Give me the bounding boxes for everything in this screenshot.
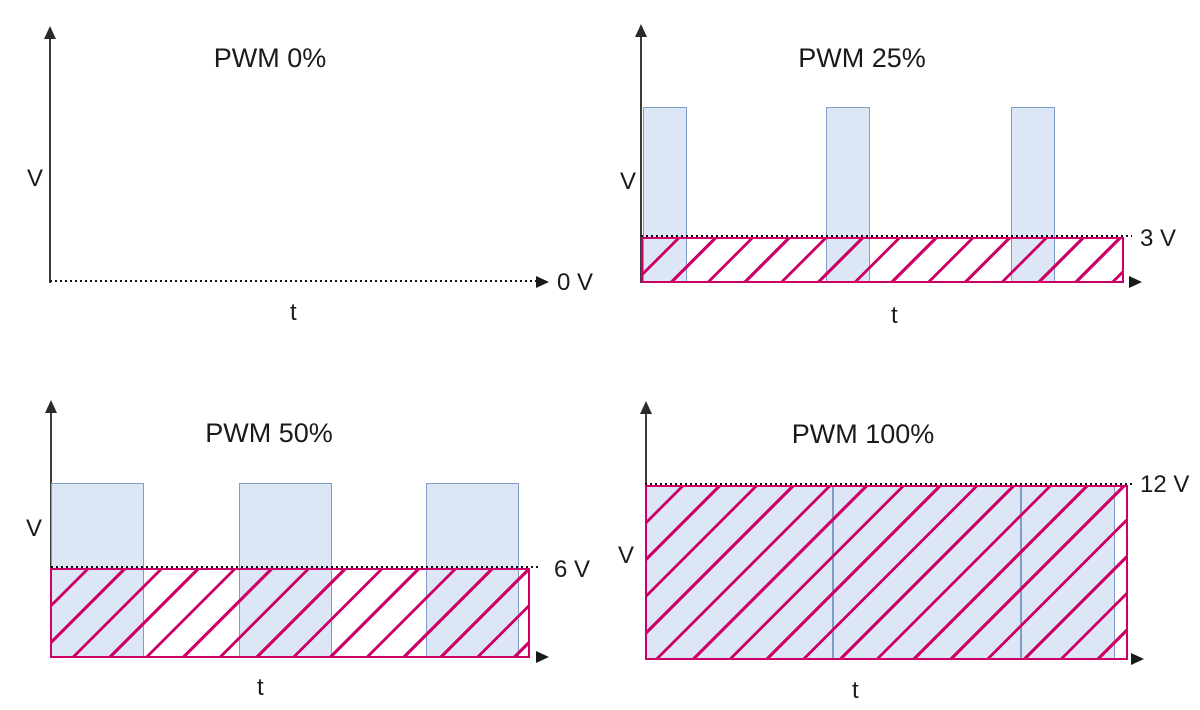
y-axis-label: V bbox=[618, 542, 635, 569]
y-axis-label: V bbox=[620, 168, 637, 195]
avg-voltage-dotted-line bbox=[641, 235, 1132, 237]
y-axis-line bbox=[640, 36, 642, 283]
y-axis-arrow-icon bbox=[640, 401, 652, 414]
zero-volt-dotted-line bbox=[50, 280, 537, 282]
y-axis-line bbox=[49, 38, 51, 283]
panel-title: PWM 0% bbox=[213, 43, 327, 73]
panel-pwm-25: PWM 25% V 3 V t bbox=[620, 24, 1177, 329]
x-axis-label: t bbox=[891, 302, 898, 329]
panel-pwm-50: PWM 50% V 6 V t bbox=[0, 355, 600, 710]
y-axis-arrow-icon bbox=[635, 24, 647, 37]
panel-title: PWM 25% bbox=[798, 43, 926, 73]
panel-pwm-100: PWM 100% V 12 V t bbox=[0, 355, 1200, 710]
avg-voltage-label: 3 V bbox=[1140, 225, 1177, 252]
x-axis-label: t bbox=[257, 674, 264, 701]
average-voltage-hatched-band bbox=[645, 485, 1128, 660]
panel-title: PWM 100% bbox=[791, 419, 935, 449]
x-axis-arrow-icon bbox=[536, 651, 549, 663]
panel-title: PWM 50% bbox=[205, 418, 333, 448]
y-axis-label: V bbox=[26, 515, 43, 542]
avg-voltage-label: 0 V bbox=[557, 269, 594, 296]
avg-voltage-dotted-line bbox=[645, 483, 1132, 485]
x-axis-arrow-icon bbox=[1129, 276, 1142, 288]
y-axis-label: V bbox=[27, 165, 44, 192]
avg-voltage-label: 6 V bbox=[554, 556, 591, 583]
average-voltage-hatched-band bbox=[641, 237, 1124, 283]
x-axis-label: t bbox=[290, 299, 297, 326]
y-axis-arrow-icon bbox=[45, 400, 57, 413]
average-voltage-hatched-band bbox=[50, 568, 530, 658]
avg-voltage-label: 12 V bbox=[1140, 471, 1190, 498]
avg-voltage-dotted-line bbox=[51, 566, 538, 568]
panel-pwm-0: PWM 0% V 0 V t bbox=[0, 0, 600, 355]
y-axis-arrow-icon bbox=[44, 26, 56, 39]
x-axis-arrow-icon bbox=[1131, 653, 1144, 665]
x-axis-label: t bbox=[852, 677, 859, 704]
x-axis-arrow-icon bbox=[536, 276, 549, 288]
